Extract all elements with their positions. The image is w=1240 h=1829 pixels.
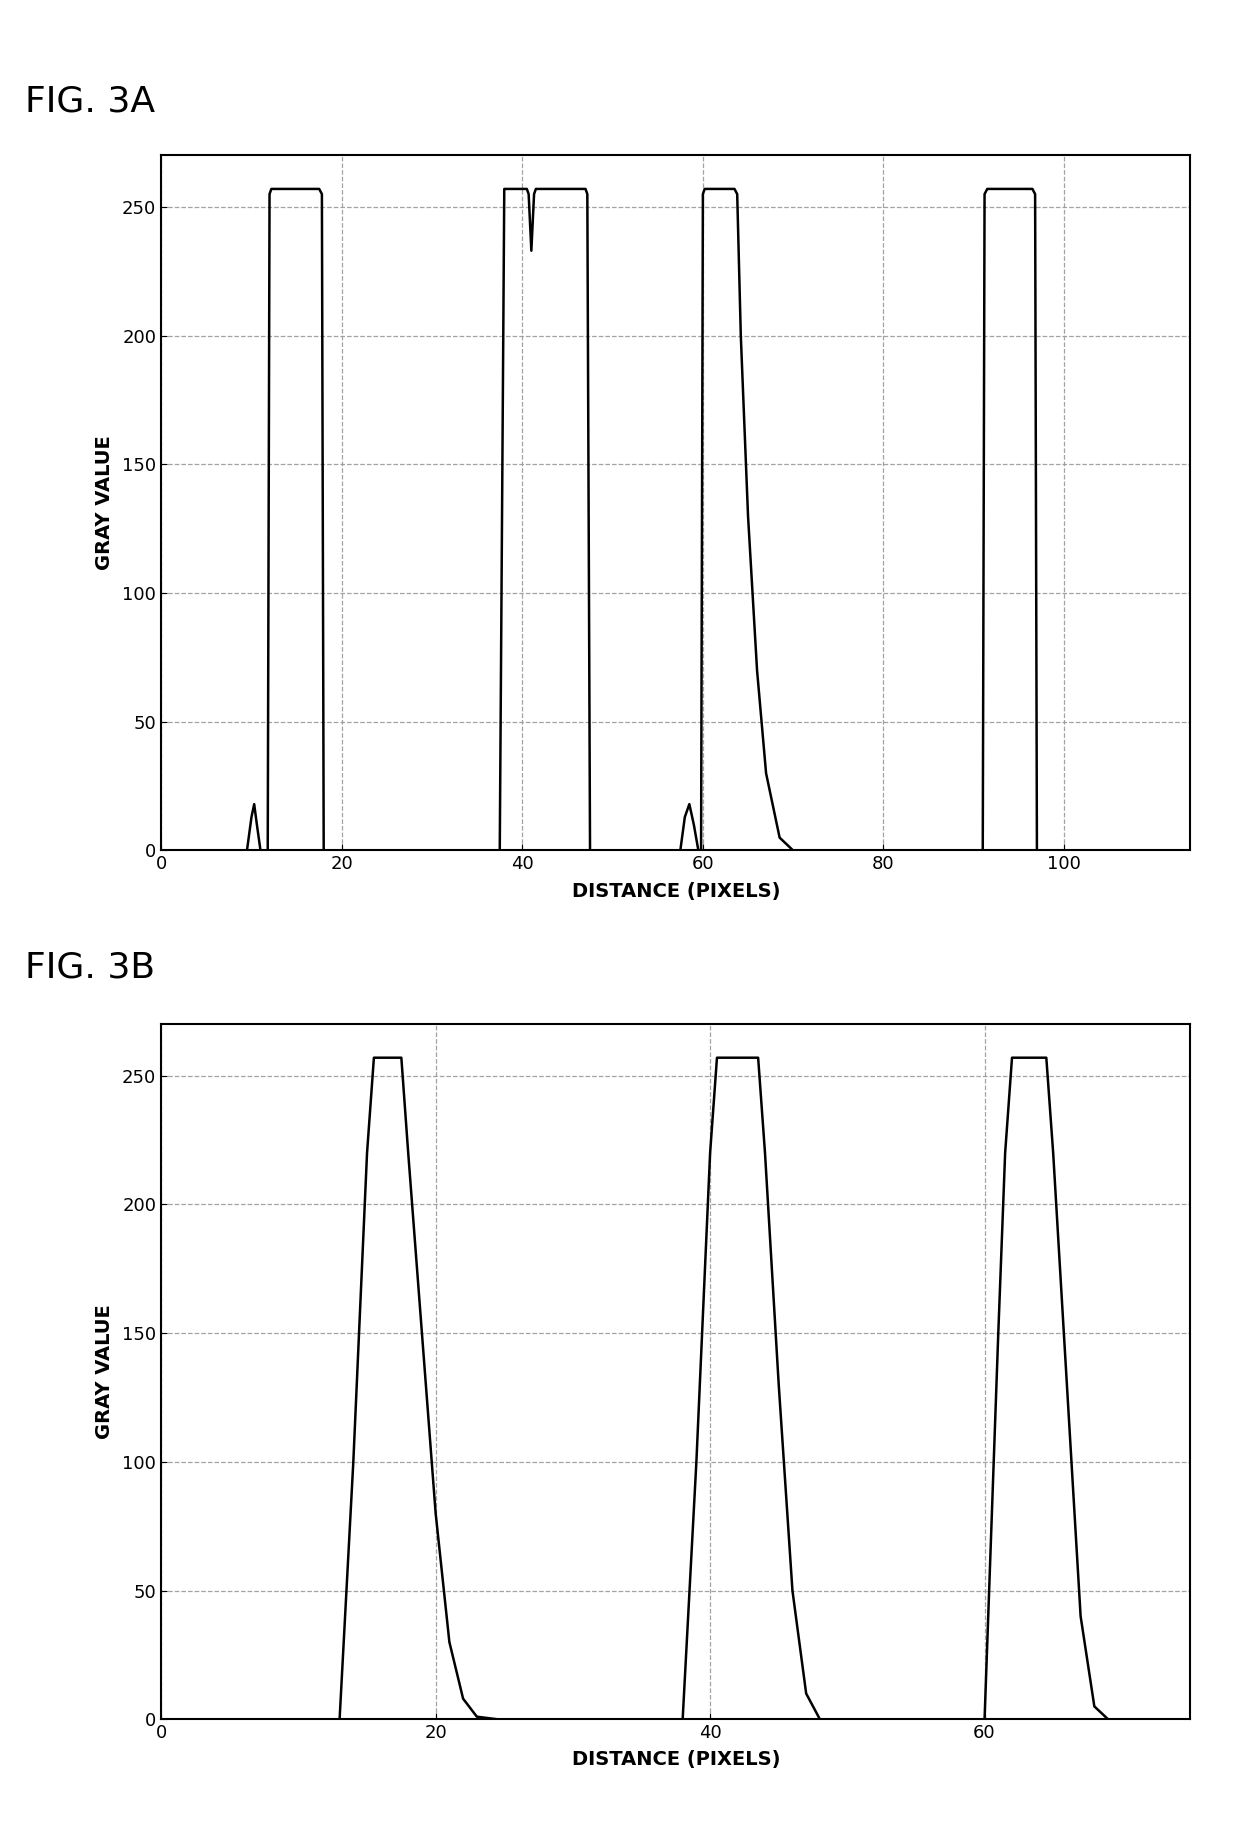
Text: FIG. 3B: FIG. 3B bbox=[25, 949, 155, 984]
Y-axis label: GRAY VALUE: GRAY VALUE bbox=[94, 435, 114, 571]
Text: FIG. 3A: FIG. 3A bbox=[25, 84, 155, 119]
X-axis label: DISTANCE (PIXELS): DISTANCE (PIXELS) bbox=[572, 1750, 780, 1769]
Y-axis label: GRAY VALUE: GRAY VALUE bbox=[94, 1304, 114, 1439]
X-axis label: DISTANCE (PIXELS): DISTANCE (PIXELS) bbox=[572, 882, 780, 900]
